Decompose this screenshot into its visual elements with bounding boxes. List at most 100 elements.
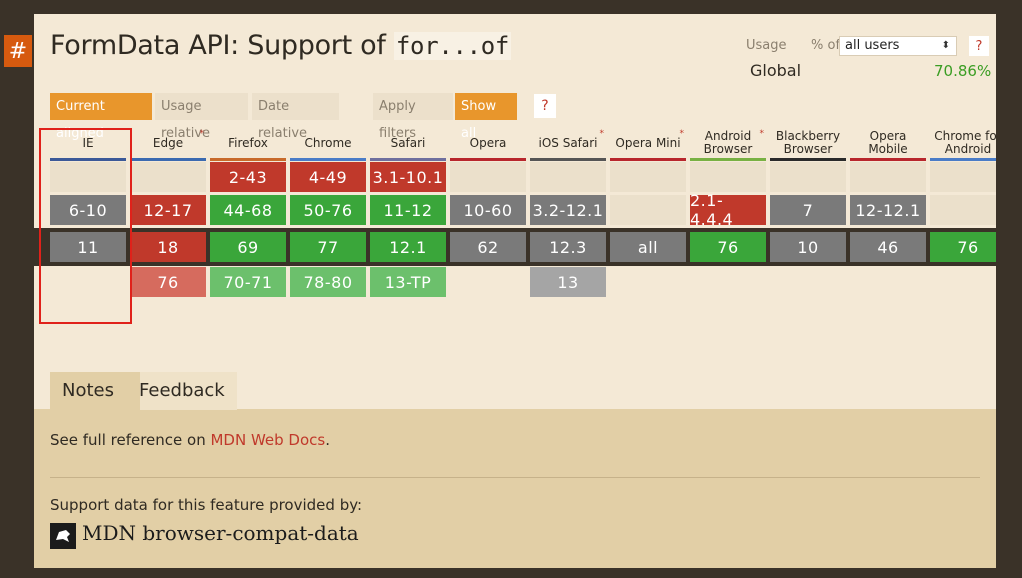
browser-color-bar [50, 158, 126, 161]
show-all-button[interactable]: Show all [455, 93, 517, 141]
tab-notes[interactable]: Notes [50, 372, 140, 410]
support-cell[interactable] [850, 162, 926, 192]
support-cell[interactable]: 76 [690, 232, 766, 262]
support-cell[interactable]: 18 [130, 232, 206, 262]
support-cell[interactable]: 46 [850, 232, 926, 262]
browser-name: Safari [390, 135, 426, 150]
support-cell[interactable]: 3.1-10.1 [370, 162, 446, 192]
support-cell[interactable]: 2-43 [210, 162, 286, 192]
support-cell[interactable]: 10 [770, 232, 846, 262]
support-cell[interactable] [530, 162, 606, 192]
support-cell[interactable]: 11-12 [370, 195, 446, 225]
support-cell[interactable] [610, 162, 686, 192]
percent-of-label: % of [811, 38, 841, 53]
support-cell[interactable]: 76 [130, 267, 206, 297]
support-cell[interactable]: 44-68 [210, 195, 286, 225]
support-cell[interactable]: 12-12.1 [850, 195, 926, 225]
support-cell[interactable] [930, 162, 996, 192]
browser-header[interactable]: Opera Mobile [850, 128, 926, 158]
notes-divider [50, 477, 980, 478]
support-cell[interactable]: 10-60 [450, 195, 526, 225]
usage-help-button[interactable]: ? [969, 36, 989, 56]
support-cell[interactable]: 12-17 [130, 195, 206, 225]
browser-color-bar [370, 158, 446, 161]
browser-name: Opera [469, 135, 507, 150]
support-cell[interactable]: 76 [930, 232, 996, 262]
support-cell[interactable]: 2.1-4.4.4 [690, 191, 766, 229]
support-cell[interactable] [50, 162, 126, 192]
support-cell[interactable]: 7 [770, 195, 846, 225]
browser-column: iOS Safari * [530, 128, 606, 161]
browser-header[interactable]: Blackberry Browser [770, 128, 846, 158]
support-cell[interactable]: 69 [210, 232, 286, 262]
browser-column: Firefox [210, 128, 286, 161]
support-cell[interactable] [130, 162, 206, 192]
tab-feedback[interactable]: Feedback [125, 372, 237, 410]
note-star-icon: * [759, 129, 765, 139]
browser-color-bar [290, 158, 366, 161]
browser-color-bar [770, 158, 846, 161]
support-cell[interactable] [450, 162, 526, 192]
support-cell[interactable]: all [610, 232, 686, 262]
support-cell[interactable]: 12.1 [370, 232, 446, 262]
browser-header[interactable]: Edge * [130, 128, 206, 158]
browser-name: Chrome [304, 135, 352, 150]
support-cell[interactable]: 11 [50, 232, 126, 262]
support-cell[interactable]: 70-71 [210, 267, 286, 297]
support-cell[interactable] [770, 162, 846, 192]
browser-header[interactable]: Firefox [210, 128, 286, 158]
browser-color-bar [610, 158, 686, 161]
mdn-compat-data-link[interactable]: MDN browser-compat-data [82, 521, 359, 545]
support-cell[interactable]: 3.2-12.1 [530, 195, 606, 225]
current-aligned-button[interactable]: Current aligned [50, 93, 152, 141]
support-cell[interactable]: 62 [450, 232, 526, 262]
note-star-icon: * [199, 129, 205, 139]
browser-column: Blackberry Browser [770, 128, 846, 161]
browser-header[interactable]: Chrome [290, 128, 366, 158]
usage-label: Usage [746, 38, 787, 53]
browser-header[interactable]: Opera Mini * [610, 128, 686, 158]
browser-name: iOS Safari [538, 135, 598, 150]
mdn-web-docs-link[interactable]: MDN Web Docs [210, 431, 326, 449]
browser-column: Android Browser * [690, 128, 766, 161]
support-cell[interactable]: 12.3 [530, 232, 606, 262]
anchor-link-icon[interactable]: # [4, 35, 32, 67]
users-select[interactable]: all users ⬍ [839, 36, 957, 56]
support-cell[interactable]: 4-49 [290, 162, 366, 192]
title-text: FormData API: Support of [50, 30, 394, 61]
browser-header[interactable]: Opera [450, 128, 526, 158]
support-cell[interactable]: 6-10 [50, 195, 126, 225]
browser-column: Chrome [290, 128, 366, 161]
browser-header[interactable]: Chrome for Android [930, 128, 996, 158]
browser-color-bar [130, 158, 206, 161]
support-cell[interactable]: 13 [530, 267, 606, 297]
browser-header[interactable]: Android Browser * [690, 128, 766, 158]
notes-panel [34, 409, 996, 568]
browser-header[interactable]: Safari [370, 128, 446, 158]
mdn-dino-icon[interactable] [50, 523, 76, 549]
support-cell[interactable]: 50-76 [290, 195, 366, 225]
mdn-reference: See full reference on MDN Web Docs. [50, 431, 330, 449]
global-usage-value: 70.86% [934, 62, 992, 80]
feature-panel: FormData API: Support of for...of Usage … [34, 14, 996, 568]
support-cell[interactable]: 13-TP [370, 267, 446, 297]
browser-color-bar [450, 158, 526, 161]
apply-filters-button[interactable]: Apply filters [373, 93, 453, 141]
title-code: for...of [393, 32, 512, 60]
browser-color-bar [850, 158, 926, 161]
usage-relative-button[interactable]: Usage relative [155, 93, 248, 141]
support-cell[interactable] [610, 195, 686, 225]
filters-help-button[interactable]: ? [534, 94, 556, 118]
browser-color-bar [690, 158, 766, 161]
note-star-icon: * [679, 129, 685, 139]
support-cell[interactable]: 78-80 [290, 267, 366, 297]
browser-header[interactable]: IE [50, 128, 126, 158]
support-cell[interactable] [690, 162, 766, 192]
browser-header[interactable]: iOS Safari * [530, 128, 606, 158]
support-cell[interactable] [930, 195, 996, 225]
support-cell[interactable]: 77 [290, 232, 366, 262]
date-relative-button[interactable]: Date relative [252, 93, 339, 141]
mdn-reference-text: See full reference on [50, 431, 211, 449]
browser-name: Android Browser [703, 129, 753, 156]
browser-name: Firefox [228, 135, 268, 150]
